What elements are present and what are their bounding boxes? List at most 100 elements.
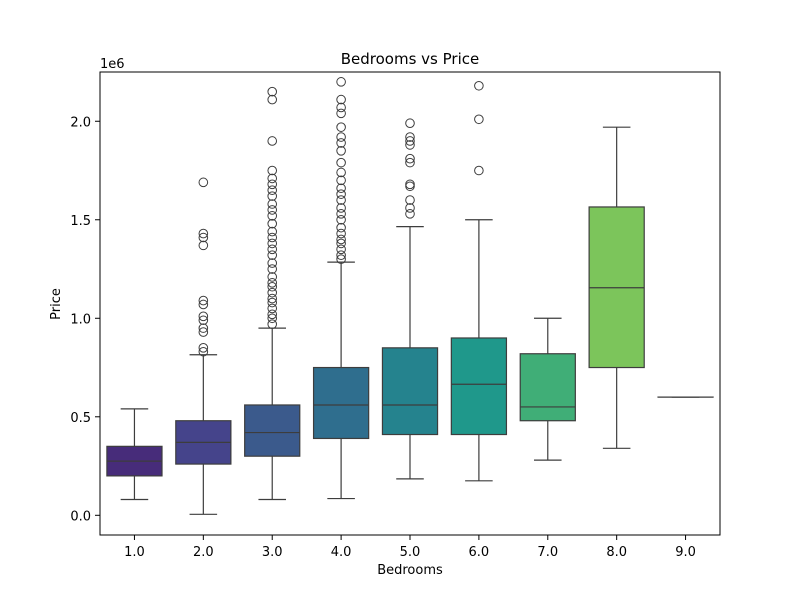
outlier-point	[336, 209, 346, 219]
outlier-point	[267, 211, 278, 221]
outlier-point	[336, 234, 346, 245]
box-group-4-0	[312, 77, 370, 500]
outlier-point	[267, 185, 278, 196]
x-tick-label: 6.0	[469, 545, 490, 560]
outlier-point	[267, 258, 278, 268]
outlier-point	[198, 228, 209, 239]
outlier-point	[267, 173, 278, 184]
x-tick-label: 2.0	[193, 545, 214, 560]
outlier-point	[405, 118, 415, 129]
x-tick-label: 8.0	[606, 545, 627, 560]
outlier-point	[336, 77, 346, 87]
outlier-point	[198, 323, 209, 333]
box-group-2-0	[175, 177, 232, 515]
outlier-point	[336, 94, 346, 105]
outlier-point	[336, 238, 346, 249]
outlier-point	[336, 146, 346, 156]
outlier-point	[336, 138, 346, 148]
iqr-box	[450, 337, 508, 436]
outlier-point	[267, 303, 278, 314]
y-tick-label: 0.0	[70, 509, 91, 524]
y-tick-label: 0.5	[70, 411, 91, 426]
x-axis-label: Bedrooms	[377, 563, 443, 578]
outlier-point	[267, 238, 278, 249]
box-group-3-0	[244, 86, 301, 501]
iqr-box	[244, 404, 301, 457]
box-group-7-0	[519, 317, 576, 461]
y-tick-label: 1.0	[70, 312, 91, 327]
box-group-5-0	[381, 118, 439, 480]
outlier-point	[267, 297, 278, 308]
outlier-point	[198, 299, 209, 310]
outlier-point	[336, 214, 346, 225]
outlier-point	[336, 250, 346, 261]
outlier-point	[267, 218, 278, 229]
y-tick-label: 1.5	[70, 214, 91, 229]
outlier-point	[267, 264, 278, 274]
outlier-point	[336, 228, 346, 239]
outlier-point	[267, 179, 278, 190]
outlier-point	[405, 132, 415, 142]
x-tick-label: 5.0	[400, 545, 421, 560]
outlier-point	[267, 278, 278, 288]
outlier-point	[267, 244, 278, 255]
outlier-point	[198, 232, 209, 243]
outlier-point	[267, 309, 278, 320]
outlier-point	[267, 205, 278, 215]
outlier-point	[405, 157, 415, 168]
outlier-point	[198, 343, 209, 353]
outlier-point	[336, 102, 346, 113]
outlier-point	[198, 311, 209, 322]
x-tick-label: 3.0	[262, 545, 283, 560]
outlier-point	[336, 175, 346, 186]
iqr-box	[381, 347, 439, 436]
plot-layer	[106, 77, 714, 515]
outlier-point	[267, 136, 278, 146]
y-axis-offset-label: 1e6	[100, 57, 125, 72]
outlier-point	[267, 86, 278, 97]
outlier-point	[267, 272, 278, 282]
outlier-point	[267, 281, 278, 292]
outlier-point	[198, 240, 209, 251]
outlier-point	[474, 114, 484, 125]
outlier-point	[405, 209, 415, 219]
outlier-point	[267, 293, 278, 304]
outlier-point	[267, 94, 278, 105]
outlier-point	[336, 222, 346, 233]
chart-title: Bedrooms vs Price	[341, 50, 479, 68]
outlier-point	[267, 199, 278, 209]
outlier-point	[267, 165, 278, 176]
x-tick-label: 7.0	[537, 545, 558, 560]
outlier-point	[336, 195, 346, 205]
outlier-point	[474, 165, 484, 176]
outlier-point	[336, 122, 346, 132]
outlier-point	[267, 226, 278, 237]
outlier-point	[336, 108, 346, 119]
outlier-point	[336, 132, 346, 142]
outlier-point	[198, 315, 209, 326]
x-tick-label: 9.0	[675, 545, 696, 560]
outlier-point	[267, 313, 278, 324]
outlier-point	[336, 244, 346, 255]
iqr-box	[519, 353, 576, 422]
x-tick-label: 1.0	[124, 545, 145, 560]
outlier-point	[405, 140, 415, 150]
box-group-6-0	[450, 80, 508, 482]
iqr-box	[312, 366, 370, 440]
outlier-point	[336, 167, 346, 178]
outlier-point	[405, 203, 415, 213]
outlier-point	[336, 189, 346, 199]
outlier-point	[336, 254, 346, 264]
outlier-point	[474, 80, 484, 91]
outlier-point	[267, 191, 278, 201]
outlier-point	[405, 179, 415, 190]
outlier-point	[267, 232, 278, 243]
box-group-1-0	[106, 408, 163, 501]
outlier-point	[336, 203, 346, 213]
axis-layer: 1.0 2.0 3.0 4.0 5.0 6.0 7.0 8.0 9.0 0.0 0.5 1.0 1.5 2…	[70, 115, 696, 560]
y-tick-label: 2.0	[70, 115, 91, 130]
box-group-8-0	[588, 126, 645, 449]
outlier-point	[405, 153, 415, 164]
outlier-point	[267, 250, 278, 261]
